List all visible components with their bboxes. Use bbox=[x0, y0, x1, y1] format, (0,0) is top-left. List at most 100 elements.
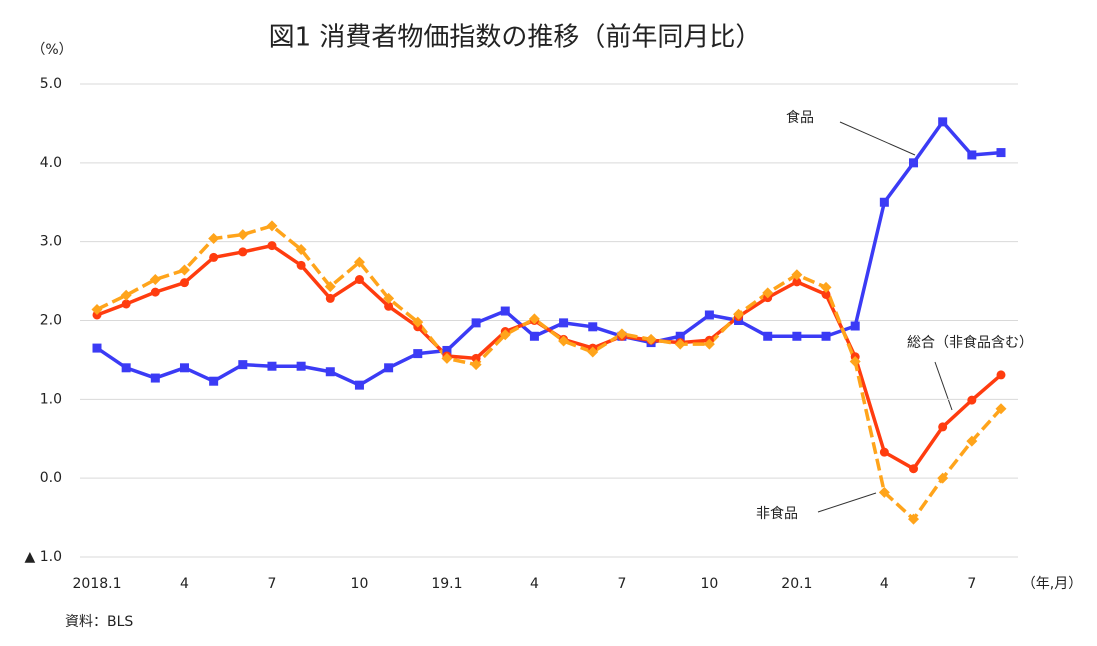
x-unit: （年,月） bbox=[1022, 576, 1082, 592]
x-tick-label: 4 bbox=[880, 576, 889, 592]
marker bbox=[821, 331, 831, 341]
marker bbox=[704, 310, 714, 320]
marker bbox=[996, 148, 1006, 158]
marker bbox=[296, 361, 306, 371]
x-tick-label: 10 bbox=[351, 576, 369, 592]
leader-line bbox=[839, 121, 916, 156]
marker bbox=[384, 363, 394, 373]
marker bbox=[121, 299, 131, 309]
y-tick-label: 2.0 bbox=[40, 313, 62, 329]
y-unit: （%） bbox=[31, 42, 72, 58]
marker bbox=[92, 343, 102, 353]
marker bbox=[995, 403, 1007, 415]
series-line bbox=[96, 224, 1003, 521]
marker bbox=[209, 376, 219, 386]
x-tick-label: 7 bbox=[268, 576, 277, 592]
x-tick-label: 20.1 bbox=[781, 576, 812, 592]
marker bbox=[266, 220, 278, 232]
marker bbox=[499, 329, 511, 341]
x-tick-label: 4 bbox=[530, 576, 539, 592]
marker bbox=[733, 308, 745, 320]
marker bbox=[295, 244, 307, 256]
marker bbox=[792, 331, 802, 341]
marker bbox=[879, 197, 889, 207]
x-tick-label: 19.1 bbox=[431, 576, 462, 592]
marker bbox=[909, 464, 919, 474]
marker bbox=[325, 367, 335, 377]
marker bbox=[966, 435, 978, 447]
marker bbox=[92, 310, 102, 320]
marker bbox=[849, 355, 861, 367]
marker bbox=[791, 269, 803, 281]
y-tick-label: 5.0 bbox=[40, 76, 62, 92]
marker bbox=[559, 318, 569, 328]
y-tick-label: 0.0 bbox=[40, 470, 62, 486]
marker bbox=[353, 256, 365, 268]
marker bbox=[587, 346, 599, 358]
marker bbox=[937, 472, 949, 484]
marker bbox=[413, 349, 423, 359]
marker bbox=[529, 331, 539, 341]
marker bbox=[616, 328, 628, 340]
x-tick-label: 4 bbox=[180, 576, 189, 592]
marker bbox=[528, 313, 540, 325]
marker bbox=[703, 338, 715, 350]
marker bbox=[792, 277, 802, 287]
marker bbox=[120, 289, 132, 301]
x-tick-label: 10 bbox=[700, 576, 718, 592]
marker bbox=[500, 306, 510, 316]
marker bbox=[237, 229, 249, 241]
marker bbox=[238, 247, 248, 257]
marker bbox=[296, 260, 306, 270]
marker bbox=[938, 117, 948, 127]
marker bbox=[178, 264, 190, 276]
source: 資料：BLS bbox=[65, 614, 133, 630]
marker bbox=[967, 395, 977, 405]
marker bbox=[558, 335, 570, 347]
series-label: 非食品 bbox=[756, 505, 798, 522]
series-label: 総合（非食品含む） bbox=[907, 334, 1033, 351]
marker bbox=[967, 150, 977, 160]
marker bbox=[820, 281, 832, 293]
marker bbox=[908, 513, 920, 525]
marker bbox=[938, 422, 948, 432]
chart-title: 図1 消費者物価指数の推移（前年同月比） bbox=[269, 23, 762, 53]
marker bbox=[354, 380, 364, 390]
leader-line bbox=[934, 361, 953, 411]
marker bbox=[471, 353, 481, 363]
marker bbox=[762, 287, 774, 299]
marker bbox=[763, 331, 773, 341]
marker bbox=[878, 486, 890, 498]
marker bbox=[645, 333, 657, 345]
marker bbox=[850, 321, 860, 331]
marker bbox=[179, 278, 189, 288]
marker bbox=[821, 289, 831, 299]
marker bbox=[267, 361, 277, 371]
marker bbox=[267, 241, 277, 251]
marker bbox=[238, 360, 248, 370]
marker bbox=[879, 447, 889, 457]
marker bbox=[675, 331, 685, 341]
marker bbox=[441, 352, 453, 364]
y-tick-label: 4.0 bbox=[40, 155, 62, 171]
y-tick-label: ▲ 1.0 bbox=[25, 549, 62, 565]
x-tick-label: 7 bbox=[967, 576, 976, 592]
y-tick-label: 3.0 bbox=[40, 234, 62, 250]
marker bbox=[150, 287, 160, 297]
marker bbox=[208, 233, 220, 245]
x-tick-label: 7 bbox=[617, 576, 626, 592]
marker bbox=[150, 373, 160, 383]
y-tick-label: 1.0 bbox=[40, 391, 62, 407]
marker bbox=[674, 338, 686, 350]
x-tick-label: 2018.1 bbox=[73, 576, 122, 592]
marker bbox=[383, 292, 395, 304]
marker bbox=[442, 345, 452, 355]
marker bbox=[324, 281, 336, 293]
marker bbox=[588, 322, 598, 332]
leader-line bbox=[817, 492, 877, 513]
marker bbox=[91, 303, 103, 315]
marker bbox=[209, 252, 219, 262]
marker bbox=[384, 301, 394, 311]
marker bbox=[354, 275, 364, 285]
